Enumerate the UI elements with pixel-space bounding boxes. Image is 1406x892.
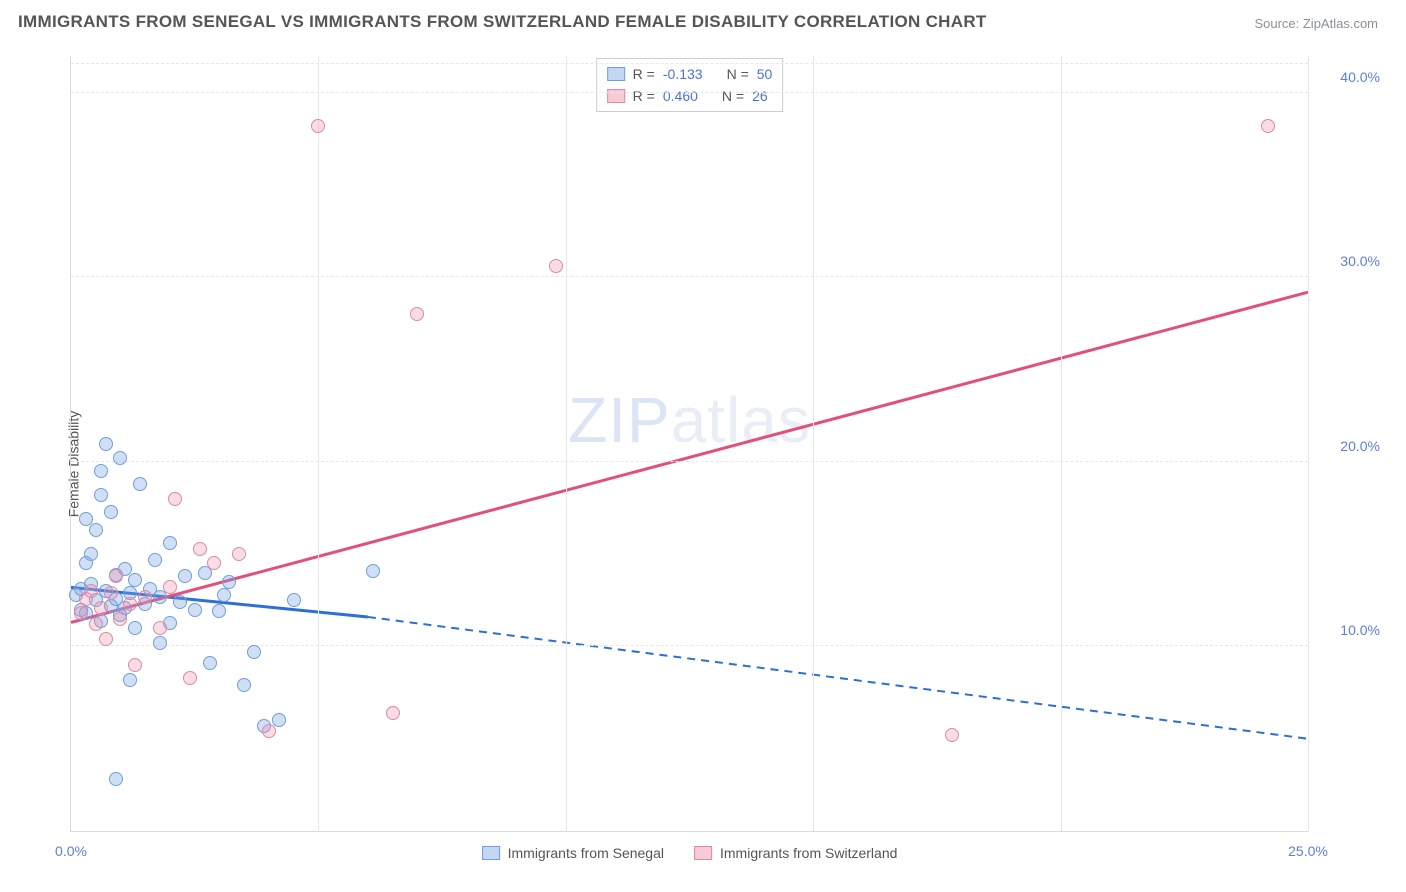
regression-lines (71, 56, 1308, 831)
data-point (113, 451, 127, 465)
data-point (104, 505, 118, 519)
data-point (549, 259, 563, 273)
data-point (232, 547, 246, 561)
data-point (133, 477, 147, 491)
data-point (945, 728, 959, 742)
gridline-h (71, 63, 1308, 64)
stat-label: N = (727, 63, 749, 85)
stats-legend: R = -0.133 N = 50 R = 0.460 N = 26 (596, 58, 784, 112)
stat-label: R = (633, 85, 655, 107)
x-tick-label: 0.0% (55, 843, 87, 859)
data-point (222, 575, 236, 589)
legend-swatch-blue (482, 846, 500, 860)
watermark-thin: atlas (671, 384, 811, 456)
data-point (123, 673, 137, 687)
stat-label: R = (633, 63, 655, 85)
data-point (183, 671, 197, 685)
data-point (386, 706, 400, 720)
gridline-v (1308, 56, 1309, 831)
legend-swatch-pink (694, 846, 712, 860)
data-point (163, 580, 177, 594)
data-point (84, 584, 98, 598)
series-legend: Immigrants from Senegal Immigrants from … (482, 845, 898, 861)
regression-line (71, 292, 1308, 622)
data-point (128, 621, 142, 635)
data-point (207, 556, 221, 570)
data-point (311, 119, 325, 133)
data-point (168, 492, 182, 506)
stat-value: 50 (757, 63, 773, 85)
data-point (237, 678, 251, 692)
stat-label: N = (722, 85, 744, 107)
chart-container: Female Disability ZIPatlas R = -0.133 N … (18, 46, 1386, 882)
data-point (79, 512, 93, 526)
stat-value: -0.133 (663, 63, 703, 85)
data-point (128, 573, 142, 587)
gridline-v (1061, 56, 1062, 831)
regression-line-dashed (368, 617, 1308, 739)
legend-item: Immigrants from Senegal (482, 845, 664, 861)
data-point (109, 569, 123, 583)
legend-item: Immigrants from Switzerland (694, 845, 897, 861)
legend-swatch-blue (607, 67, 625, 81)
data-point (94, 488, 108, 502)
data-point (113, 612, 127, 626)
gridline-v (318, 56, 319, 831)
stats-row: R = -0.133 N = 50 (607, 63, 773, 85)
y-tick-label: 20.0% (1320, 438, 1380, 454)
data-point (104, 586, 118, 600)
data-point (178, 569, 192, 583)
gridline-h (71, 276, 1308, 277)
data-point (247, 645, 261, 659)
data-point (217, 588, 231, 602)
data-point (366, 564, 380, 578)
data-point (212, 604, 226, 618)
stat-value: 0.460 (663, 85, 698, 107)
data-point (94, 601, 108, 615)
data-point (188, 603, 202, 617)
data-point (99, 437, 113, 451)
data-point (272, 713, 286, 727)
data-point (84, 547, 98, 561)
data-point (89, 523, 103, 537)
data-point (410, 307, 424, 321)
data-point (123, 597, 137, 611)
chart-title: IMMIGRANTS FROM SENEGAL VS IMMIGRANTS FR… (18, 12, 987, 32)
gridline-v (813, 56, 814, 831)
data-point (193, 542, 207, 556)
gridline-h (71, 92, 1308, 93)
data-point (89, 617, 103, 631)
stat-value: 26 (752, 85, 768, 107)
data-point (99, 632, 113, 646)
gridline-v (566, 56, 567, 831)
data-point (94, 464, 108, 478)
data-point (153, 621, 167, 635)
data-point (163, 536, 177, 550)
plot-area: ZIPatlas R = -0.133 N = 50 R = 0.460 N =… (70, 56, 1308, 832)
data-point (1261, 119, 1275, 133)
data-point (262, 724, 276, 738)
y-tick-label: 30.0% (1320, 253, 1380, 269)
data-point (74, 606, 88, 620)
legend-label: Immigrants from Senegal (508, 845, 664, 861)
gridline-h (71, 461, 1308, 462)
watermark-bold: ZIP (568, 384, 671, 456)
legend-label: Immigrants from Switzerland (720, 845, 897, 861)
watermark: ZIPatlas (568, 383, 811, 457)
data-point (173, 595, 187, 609)
y-tick-label: 40.0% (1320, 69, 1380, 85)
source-attribution: Source: ZipAtlas.com (1254, 16, 1378, 31)
data-point (287, 593, 301, 607)
data-point (148, 553, 162, 567)
data-point (153, 636, 167, 650)
y-tick-label: 10.0% (1320, 622, 1380, 638)
data-point (109, 772, 123, 786)
stats-row: R = 0.460 N = 26 (607, 85, 773, 107)
data-point (203, 656, 217, 670)
data-point (128, 658, 142, 672)
x-tick-label: 25.0% (1288, 843, 1328, 859)
data-point (138, 590, 152, 604)
